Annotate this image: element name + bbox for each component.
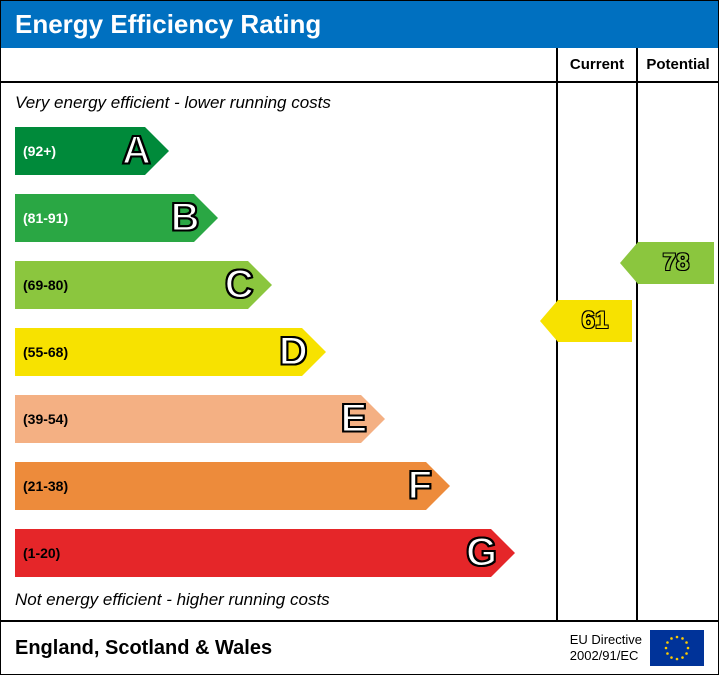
pointer-value: 78: [663, 249, 690, 277]
column-header-row: Current Potential: [1, 48, 718, 83]
footer-directive: EU Directive 2002/91/EC: [570, 632, 642, 663]
caption-top: Very energy efficient - lower running co…: [1, 89, 556, 117]
directive-line1: EU Directive: [570, 632, 642, 647]
pointer-body: 78: [638, 242, 714, 284]
band-g: (1-20) G: [15, 529, 556, 577]
band-letter: D: [279, 329, 308, 374]
rating-column-potential: 78: [638, 83, 718, 620]
band-letter: F: [408, 463, 432, 508]
band-letter: C: [225, 262, 254, 307]
chart-body: Current Potential Very energy efficient …: [1, 48, 718, 620]
band-letter: A: [122, 128, 151, 173]
band-bar: (92+)A: [15, 127, 145, 175]
rating-column-current: 61: [558, 83, 638, 620]
rating-pointer-potential: 78: [620, 242, 714, 284]
pointer-body: 61: [558, 300, 632, 342]
band-range-label: (92+): [23, 143, 56, 159]
column-header-current: Current: [558, 48, 638, 81]
band-range-label: (21-38): [23, 478, 68, 494]
band-f: (21-38) F: [15, 462, 556, 510]
chart-content-row: Very energy efficient - lower running co…: [1, 83, 718, 620]
bands-column: Very energy efficient - lower running co…: [1, 83, 558, 620]
band-a: (92+) A: [15, 127, 556, 175]
band-bar: (55-68)D: [15, 328, 302, 376]
band-bar: (69-80)C: [15, 261, 248, 309]
band-bar: (81-91)B: [15, 194, 194, 242]
band-range-label: (1-20): [23, 545, 60, 561]
band-range-label: (69-80): [23, 277, 68, 293]
pointer-arrow-icon: [540, 300, 558, 342]
band-bar: (39-54)E: [15, 395, 361, 443]
band-letter: E: [341, 396, 368, 441]
pointer-value: 61: [582, 307, 609, 335]
band-range-label: (39-54): [23, 411, 68, 427]
epc-chart: Energy Efficiency Rating Current Potenti…: [0, 0, 719, 675]
band-d: (55-68) D: [15, 328, 556, 376]
band-letter: B: [171, 195, 200, 240]
header-spacer: [1, 48, 558, 81]
band-e: (39-54) E: [15, 395, 556, 443]
rating-pointer-current: 61: [540, 300, 632, 342]
eu-flag-icon: [650, 630, 704, 666]
caption-bottom: Not energy efficient - higher running co…: [1, 586, 556, 614]
band-b: (81-91) B: [15, 194, 556, 242]
chart-title: Energy Efficiency Rating: [1, 1, 718, 48]
column-header-potential: Potential: [638, 48, 718, 81]
footer-region: England, Scotland & Wales: [15, 637, 570, 660]
band-c: (69-80) C: [15, 261, 556, 309]
pointer-arrow-icon: [620, 242, 638, 284]
band-range-label: (81-91): [23, 210, 68, 226]
band-bar: (1-20)G: [15, 529, 491, 577]
band-letter: G: [466, 530, 497, 575]
band-range-label: (55-68): [23, 344, 68, 360]
directive-line2: 2002/91/EC: [570, 648, 639, 663]
bands-list: (92+) A (81-91) B (69-80) C (55-68) D (39-54) E (2…: [1, 117, 556, 586]
band-bar: (21-38)F: [15, 462, 426, 510]
footer: England, Scotland & Wales EU Directive 2…: [1, 620, 718, 674]
